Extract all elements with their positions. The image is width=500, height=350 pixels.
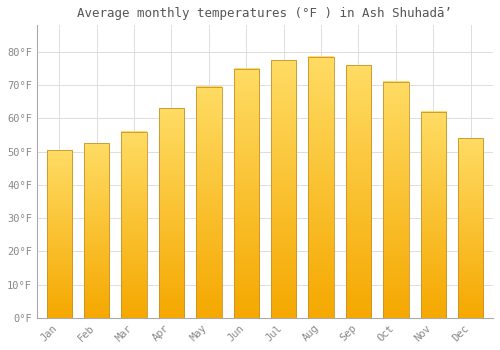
- Bar: [383, 82, 408, 318]
- Bar: [84, 143, 110, 318]
- Bar: [420, 112, 446, 318]
- Title: Average monthly temperatures (°F ) in Ash Shuhadā’: Average monthly temperatures (°F ) in As…: [78, 7, 452, 20]
- Bar: [458, 138, 483, 318]
- Bar: [346, 65, 371, 318]
- Bar: [196, 87, 222, 318]
- Bar: [234, 69, 259, 318]
- Bar: [158, 108, 184, 318]
- Bar: [46, 150, 72, 318]
- Bar: [308, 57, 334, 318]
- Bar: [271, 60, 296, 318]
- Bar: [122, 132, 147, 318]
